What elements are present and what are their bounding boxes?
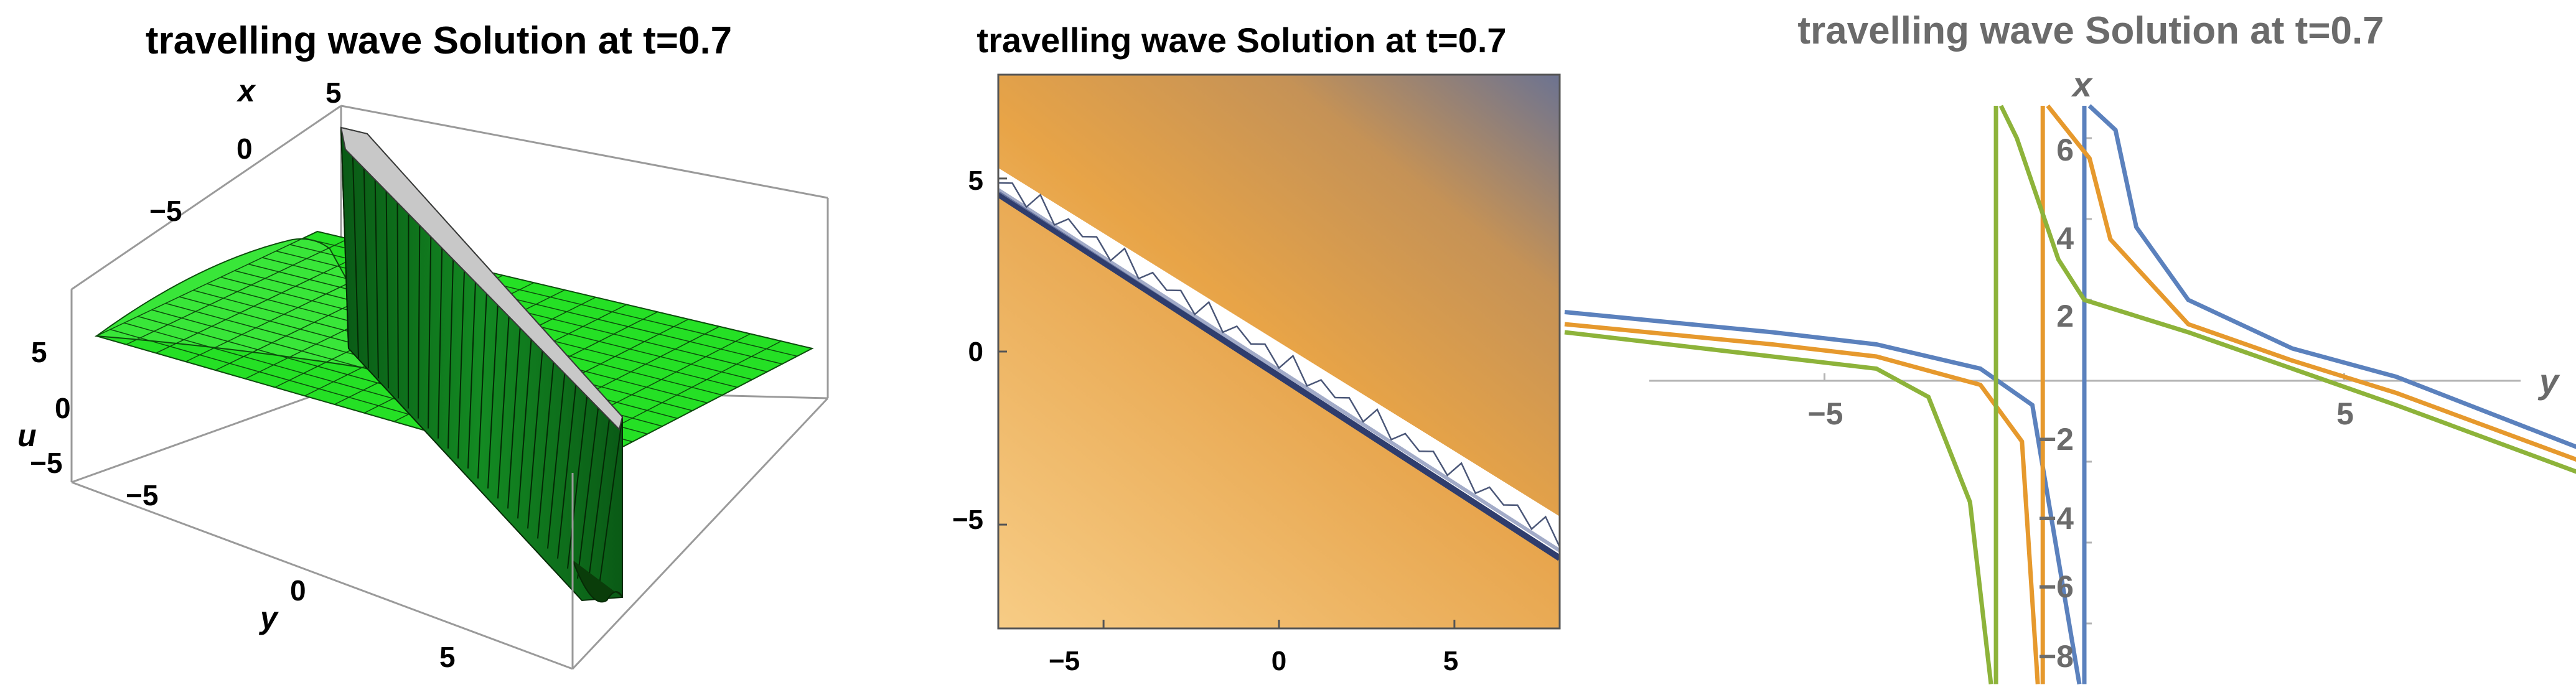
horizontal-axis-label: y xyxy=(2537,361,2560,401)
series-0-right-branch xyxy=(2087,104,2576,449)
surface-plot-panel: travelling wave Solution at t=0.7 xyxy=(0,0,878,695)
vertical-tick-label: −8 xyxy=(2038,639,2074,674)
series-1-left-branch xyxy=(1564,322,2040,684)
series-2-right-branch xyxy=(1998,105,2576,474)
z-tick-label: −5 xyxy=(30,447,62,479)
wall-stripe xyxy=(587,405,612,589)
y-tick-label: 5 xyxy=(968,166,983,196)
x-tick-label: 0 xyxy=(237,133,253,165)
x-tick-label: 0 xyxy=(1272,646,1286,676)
y-tick-label: 0 xyxy=(290,574,306,607)
wall-stripe xyxy=(467,266,477,469)
x-tick-label: 5 xyxy=(1443,646,1458,676)
wall-stripe xyxy=(374,162,379,379)
x-tick-label: −5 xyxy=(149,195,182,227)
horizontal-tick-label: −5 xyxy=(1807,396,1843,431)
vertical-tick-label: −4 xyxy=(2038,501,2074,536)
z-tick-label: 5 xyxy=(31,336,47,368)
wall-stripe xyxy=(507,312,522,509)
density-plot-panel: travelling wave Solution at t=0.7 xyxy=(878,0,1606,695)
y-tick-label: −5 xyxy=(952,505,983,535)
front-contour-line xyxy=(998,182,1560,548)
wall-stripe xyxy=(418,208,421,419)
wall-stripe xyxy=(438,231,443,439)
y-axis-label: y xyxy=(258,600,279,635)
wall-stripe xyxy=(428,220,432,429)
line-plot-panel: travelling wave Solution at t=0.7 y x −5… xyxy=(1564,0,2576,695)
vertical-tick-label: 2 xyxy=(2056,299,2074,334)
wall-stripe xyxy=(517,324,533,519)
line-plot-svg: y x −5 5 6 4 2 −2 −4 −6 −8 xyxy=(1564,65,2576,685)
wall-stripe xyxy=(477,278,489,479)
vertical-tick-label: −2 xyxy=(2038,422,2074,457)
vertical-axis-label: x xyxy=(2071,65,2094,104)
wall-stripe xyxy=(363,151,369,369)
surface-plot-svg: x y u 5 0 −5 −5 0 5 5 0 −5 xyxy=(17,73,829,673)
z-tick-label: 0 xyxy=(55,392,71,424)
wall-stripe xyxy=(340,127,349,349)
x-tick-label: 5 xyxy=(326,77,342,109)
vertical-tick-label: 4 xyxy=(2056,221,2074,256)
y-tick-label: −5 xyxy=(126,479,158,511)
series-2-left-branch xyxy=(1564,330,1993,684)
wall-stripe xyxy=(527,335,545,529)
wall-stripe xyxy=(352,139,359,359)
wall-stripe xyxy=(547,358,567,549)
series-1-right-branch xyxy=(2046,104,2576,462)
density-plot-title: travelling wave Solution at t=0.7 xyxy=(977,21,1507,60)
series-0-left-branch xyxy=(1564,310,2082,685)
vertical-tick-label: 6 xyxy=(2056,133,2074,167)
wall-stripe xyxy=(597,416,623,599)
wall-stripe xyxy=(497,301,511,499)
wall-stripe xyxy=(567,382,589,569)
wall-stripe xyxy=(385,174,389,389)
wall-stripe xyxy=(577,393,601,579)
wall-stripe xyxy=(537,347,556,539)
wall-stripe xyxy=(447,243,454,449)
density-field xyxy=(998,75,1560,628)
line-plot-title: travelling wave Solution at t=0.7 xyxy=(1797,9,2384,52)
wall-stripe xyxy=(457,254,466,459)
horizontal-tick-label: 5 xyxy=(2336,396,2354,431)
x-tick-label: −5 xyxy=(1049,646,1080,676)
wave-front-wall xyxy=(340,126,624,603)
wall-stripe xyxy=(487,289,500,489)
wall-stripe xyxy=(396,185,399,399)
box-front-edges xyxy=(71,397,829,670)
vertical-tick-label: −6 xyxy=(2038,569,2074,604)
y-tick-label: 0 xyxy=(968,337,983,367)
y-tick-label: 5 xyxy=(439,641,456,673)
wall-stripe xyxy=(557,370,578,559)
x-axis-label: x xyxy=(236,73,256,108)
density-plot-svg: −5 0 5 5 0 −5 xyxy=(952,73,1561,676)
front-contour xyxy=(998,182,1560,548)
surface-plot-title: travelling wave Solution at t=0.7 xyxy=(145,19,733,62)
z-axis-label: u xyxy=(17,418,37,453)
